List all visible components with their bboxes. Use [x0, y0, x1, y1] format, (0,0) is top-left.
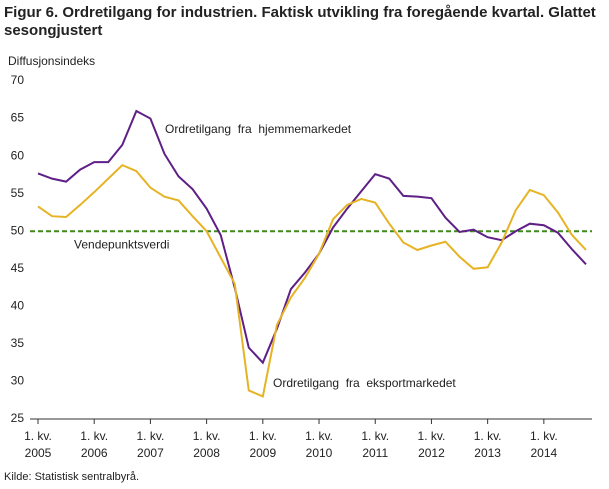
x-tick-label: 1. kv. 2011	[361, 429, 390, 460]
x-tick-label: 1. kv. 2012	[417, 429, 446, 460]
line	[37, 163, 587, 398]
reference-label: Vendepunktsverdi	[74, 237, 169, 251]
x-tick-label: 1. kv. 2010	[305, 429, 333, 460]
y-tick-label: 60	[11, 148, 25, 162]
line	[37, 109, 587, 365]
chart-title: Figur 6. Ordretilgang for industrien. Fa…	[4, 4, 596, 39]
source: Kilde: Statistisk sentralbyrå.	[4, 471, 140, 483]
y-tick-label: 45	[11, 261, 25, 275]
y-tick-label: 70	[11, 73, 25, 87]
x-tick-label: 1. kv. 2005	[24, 429, 52, 460]
y-tick-label: 25	[11, 411, 25, 425]
y-tick-label: 65	[11, 111, 25, 125]
y-axis-label: Diffusjonsindeks	[8, 54, 95, 68]
y-tick-label: 50	[11, 223, 25, 237]
x-tick-label: 1. kv. 2006	[80, 429, 109, 460]
x-tick-label: 1. kv. 2008	[192, 429, 221, 460]
x-tick-label: 1. kv. 2014	[529, 429, 558, 460]
y-tick-label: 40	[11, 299, 25, 313]
y-tick-label: 55	[11, 186, 25, 200]
y-tick-label: 30	[11, 374, 25, 388]
series-label: Ordretilgang fra eksportmarkedet	[273, 376, 456, 390]
x-tick-label: 1. kv. 2013	[473, 429, 502, 460]
x-tick-label: 1. kv. 2007	[136, 429, 165, 460]
x-tick-label: 1. kv. 2009	[248, 429, 277, 460]
series-label: Ordretilgang fra hjemmemarkedet	[165, 122, 352, 136]
y-tick-label: 35	[11, 336, 25, 350]
